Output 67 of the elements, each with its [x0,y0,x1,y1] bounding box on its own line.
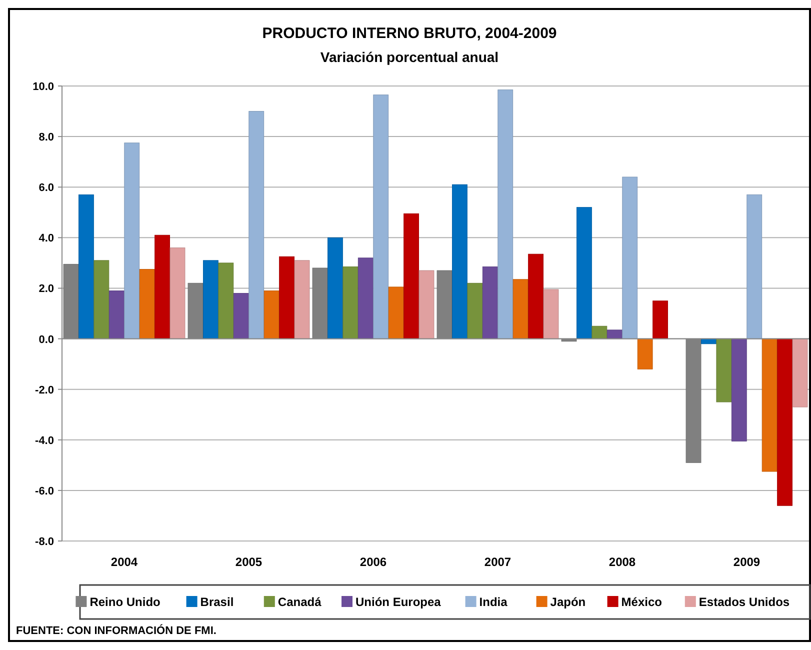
x-tick-label: 2004 [110,555,138,569]
bar [482,266,498,340]
y-tick-label: -4.0 [35,434,54,447]
bar [264,290,280,340]
y-tick-label: 2.0 [38,283,54,296]
bar [124,142,140,340]
y-tick-label: 4.0 [38,232,54,245]
bar [373,94,389,340]
bar [512,279,528,340]
bar [279,256,294,340]
bar [248,111,264,340]
y-tick-label: -6.0 [35,485,54,498]
bar [792,338,808,408]
y-tick-label: 0.0 [38,334,54,346]
legend-label: India [479,595,508,609]
x-tick-label: 2007 [484,555,512,569]
bar [170,248,186,340]
bar [358,258,374,340]
bar [294,260,310,340]
legend-label: Unión Europea [356,595,442,609]
bar [543,289,559,340]
y-tick-label: -2.0 [35,384,54,396]
legend-label: Reino Unido [90,595,160,609]
bar [716,338,732,402]
bar [418,270,434,340]
x-tick-label: 2005 [235,555,262,569]
bar [218,262,234,340]
legend-label: Brasil [200,595,234,609]
bar [108,290,124,340]
legend-label: México [621,595,662,609]
bar [404,213,419,340]
y-tick-label: 6.0 [38,182,54,194]
bar [467,282,483,340]
x-tick-label: 2006 [360,555,387,569]
bar [342,266,358,340]
bar [203,260,218,340]
y-tick-label: 10.0 [32,81,54,93]
bar [498,90,514,340]
legend-label: Japón [550,595,586,609]
bar [139,269,155,340]
bar [606,330,622,340]
y-tick-label: -8.0 [35,536,54,548]
bar [328,237,343,340]
source-note: FUENTE: CON INFORMACIÓN DE FMI. [16,624,216,637]
bar [777,338,792,506]
x-tick-label: 2008 [608,555,636,569]
legend-label: Estados Unidos [698,595,790,609]
bar [528,254,544,340]
bar [746,194,762,340]
bar [233,293,249,340]
bar [762,338,778,472]
bar [154,234,170,340]
chart-title: PRODUCTO INTERNO BRUTO, 2004-2009 [262,25,557,42]
bar [622,176,638,340]
legend-label: Canadá [278,595,322,609]
bar [452,184,468,340]
bar [637,338,653,370]
bar [94,260,110,340]
y-tick-label: 8.0 [38,132,54,144]
bar [592,326,608,340]
bar [652,300,668,340]
bar [78,194,94,340]
bar [731,338,747,442]
x-tick-label: 2009 [733,555,760,569]
bar [388,286,404,340]
chart-subtitle: Variación porcentual anual [320,49,499,65]
bar [576,207,592,340]
